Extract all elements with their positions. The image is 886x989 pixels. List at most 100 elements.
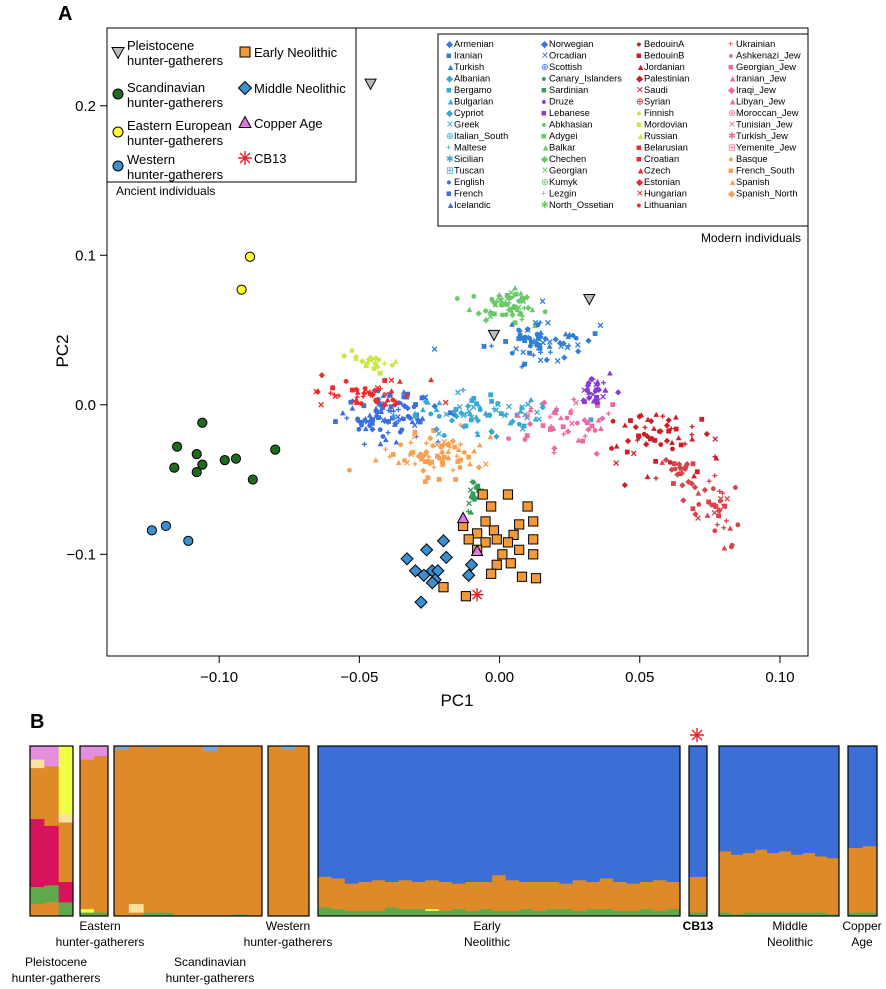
modern-point (359, 422, 364, 428)
admixture-group-frame (847, 745, 878, 917)
ancestry-segment (438, 882, 453, 912)
modern-legend-symbol: ⊕ (541, 177, 549, 187)
modern-point (420, 467, 427, 474)
ancient-point (480, 537, 491, 548)
ancient-legend: Pleistocenehunter-gatherersScandinavianh… (106, 27, 357, 198)
modern-point (561, 354, 568, 361)
modern-legend-label: Georgian (549, 166, 587, 176)
modern-legend-symbol: ◆ (636, 177, 644, 187)
modern-point (613, 460, 619, 466)
modern-legend-symbol: ▲ (728, 97, 737, 107)
modern-point (407, 450, 414, 456)
ancestry-segment (30, 759, 45, 769)
ancient-point (470, 544, 484, 556)
modern-legend-symbol: ◆ (728, 85, 736, 95)
modern-point (647, 436, 653, 442)
ancestry-segment (358, 746, 373, 883)
modern-point (516, 327, 522, 333)
modern-point (595, 417, 602, 423)
modern-point (637, 414, 642, 419)
modern-point (520, 298, 526, 305)
ancestry-segment (452, 909, 466, 917)
modern-point (366, 412, 373, 418)
modern-point (470, 491, 476, 497)
ancestry-segment (532, 910, 547, 917)
modern-point (575, 342, 581, 348)
ancestry-segment (344, 746, 359, 884)
modern-cluster (431, 298, 604, 370)
modern-point (520, 297, 526, 304)
ancient-point (491, 559, 502, 570)
modern-point (350, 387, 355, 393)
modern-point (461, 449, 467, 455)
modern-point (419, 415, 426, 421)
modern-point (361, 403, 367, 409)
ancestry-segment (492, 746, 507, 876)
modern-point (430, 443, 436, 449)
admixture-caption: hunter-gatherers (56, 935, 145, 949)
modern-point (580, 438, 586, 444)
modern-legend-label: Lebanese (549, 108, 590, 118)
modern-legend-symbol: ◆ (446, 74, 454, 84)
modern-legend-symbol: ● (541, 97, 547, 107)
admixture-group (113, 745, 263, 917)
ancient-point (505, 558, 516, 569)
ancestry-segment (114, 749, 130, 917)
modern-legend-label: Ashkenazi_Jew (736, 51, 801, 61)
modern-point (382, 436, 389, 443)
y-tick-label: 0.2 (75, 98, 96, 115)
modern-legend-symbol: ✕ (636, 189, 644, 199)
ancestry-segment (505, 880, 520, 912)
modern-point (569, 420, 575, 427)
modern-point (545, 319, 551, 326)
modern-point (512, 320, 518, 326)
ancestry-segment (398, 746, 413, 881)
modern-legend-label: Abkhasian (549, 120, 592, 130)
ancient-point (502, 537, 514, 548)
modern-point (573, 399, 579, 406)
cb13-marker (690, 728, 704, 742)
modern-point (389, 362, 395, 368)
modern-point (469, 398, 475, 404)
modern-point (669, 439, 675, 445)
modern-point (369, 426, 376, 433)
modern-point (413, 402, 418, 407)
modern-point (595, 403, 600, 408)
ancestry-segment (143, 747, 159, 913)
modern-point (488, 392, 494, 398)
modern-point (689, 424, 695, 430)
modern-point (488, 428, 495, 435)
modern-point (422, 479, 428, 485)
modern-legend-symbol: ■ (446, 189, 452, 199)
modern-point (331, 392, 337, 398)
modern-legend-label: Moroccan_Jew (736, 108, 799, 118)
ancestry-segment (58, 882, 74, 903)
ancestry-segment (465, 882, 480, 912)
modern-point (507, 420, 514, 426)
modern-legend-symbol: ✕ (446, 120, 454, 130)
admixture-caption: CB13 (683, 919, 714, 933)
modern-point (467, 487, 474, 493)
modern-point (460, 412, 467, 419)
modern-point (453, 413, 460, 420)
ancient-point (470, 588, 484, 602)
modern-point (383, 447, 388, 452)
ancestry-segment (478, 746, 493, 883)
modern-point (469, 479, 475, 485)
modern-legend-label: Yemenite_Jew (736, 143, 796, 153)
modern-point (663, 422, 671, 429)
ancient-point (488, 525, 500, 536)
modern-point (514, 306, 521, 313)
modern-point (401, 403, 409, 410)
modern-point (349, 405, 356, 411)
x-tick-label: 0.05 (625, 669, 654, 686)
modern-point (510, 294, 516, 300)
modern-point (610, 418, 616, 424)
ancestry-segment (779, 912, 792, 917)
modern-point (556, 339, 564, 347)
admixture-group (29, 745, 74, 917)
x-axis-title: PC1 (440, 691, 473, 710)
modern-point (431, 464, 437, 470)
modern-point (519, 405, 525, 411)
